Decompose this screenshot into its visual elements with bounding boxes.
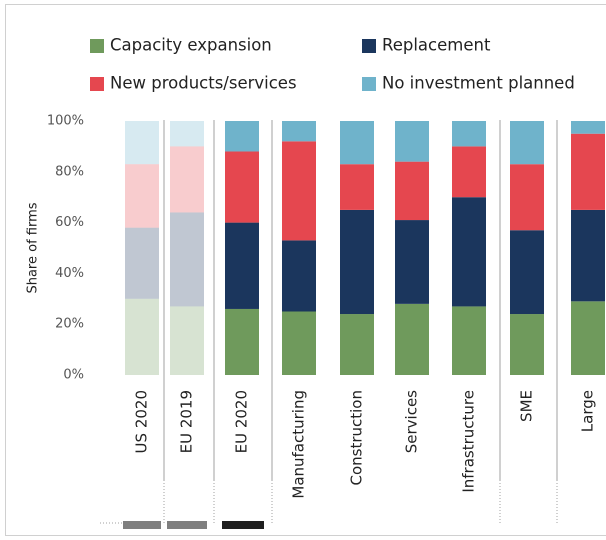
bar-segment bbox=[225, 308, 259, 375]
legend-label: No investment planned bbox=[382, 74, 575, 93]
bar-segment bbox=[452, 306, 486, 375]
x-tick-label: Services bbox=[403, 390, 421, 453]
bar-segment bbox=[395, 220, 429, 304]
bar-segment bbox=[125, 121, 159, 165]
bar-segment bbox=[510, 230, 544, 315]
bar-segment bbox=[340, 209, 374, 315]
separators bbox=[163, 120, 558, 480]
y-tick-label: 20% bbox=[55, 317, 84, 332]
bar-segment bbox=[225, 151, 259, 223]
legend-label: New products/services bbox=[110, 74, 297, 93]
bar-segment bbox=[395, 303, 429, 375]
x-tick-label: EU 2019 bbox=[178, 390, 196, 453]
bar-segment bbox=[510, 164, 544, 231]
bar-segment bbox=[225, 222, 259, 309]
bar-segment bbox=[452, 197, 486, 307]
bar-segment bbox=[170, 212, 204, 307]
legend-swatch bbox=[362, 77, 376, 91]
group-marker bbox=[123, 521, 161, 529]
x-tick-label: Construction bbox=[348, 390, 366, 486]
bar-segment bbox=[452, 121, 486, 147]
x-tick-label: US 2020 bbox=[133, 390, 151, 453]
dotted-separators bbox=[100, 480, 558, 525]
bar-segment bbox=[125, 227, 159, 299]
bar-segment bbox=[340, 164, 374, 210]
x-tick-label: Manufacturing bbox=[290, 390, 308, 499]
bar-segment bbox=[282, 240, 316, 312]
bar-segment bbox=[571, 301, 605, 375]
bar-segment bbox=[452, 146, 486, 198]
bar-segment bbox=[282, 121, 316, 142]
legend-label: Capacity expansion bbox=[110, 36, 272, 55]
bar-segment bbox=[282, 141, 316, 241]
bar-segment bbox=[510, 121, 544, 165]
group-marker bbox=[167, 521, 207, 529]
bar-segment bbox=[571, 133, 605, 210]
bar-segment bbox=[170, 306, 204, 375]
legend-swatch bbox=[90, 39, 104, 53]
group-marker bbox=[222, 521, 264, 529]
bar-segment bbox=[170, 146, 204, 213]
bar-segment bbox=[340, 314, 374, 375]
bar-segment bbox=[571, 121, 605, 134]
bar-segment bbox=[340, 121, 374, 165]
y-tick-label: 60% bbox=[55, 215, 84, 230]
legend-swatch bbox=[90, 77, 104, 91]
y-tick-label: 40% bbox=[55, 266, 84, 281]
bar-segment bbox=[125, 298, 159, 375]
bar-segment bbox=[395, 121, 429, 162]
x-tick-label: Large bbox=[579, 390, 597, 432]
bar-segment bbox=[571, 209, 605, 302]
y-tick-label: 0% bbox=[63, 368, 84, 383]
bar-segment bbox=[395, 161, 429, 221]
y-axis-label: Share of firms bbox=[26, 202, 41, 293]
bar-segment bbox=[282, 311, 316, 375]
frame bbox=[5, 4, 606, 536]
y-tick-label: 100% bbox=[47, 114, 84, 129]
bar-segment bbox=[225, 121, 259, 152]
bar-segment bbox=[510, 314, 544, 375]
x-tick-label: Infrastructure bbox=[460, 390, 478, 493]
x-tick-label: EU 2020 bbox=[233, 390, 251, 453]
bar-segment bbox=[170, 121, 204, 147]
legend-swatch bbox=[362, 39, 376, 53]
bar-segment bbox=[125, 164, 159, 228]
legend-label: Replacement bbox=[382, 36, 491, 55]
y-tick-label: 80% bbox=[55, 164, 84, 179]
x-tick-label: SME bbox=[518, 390, 536, 422]
